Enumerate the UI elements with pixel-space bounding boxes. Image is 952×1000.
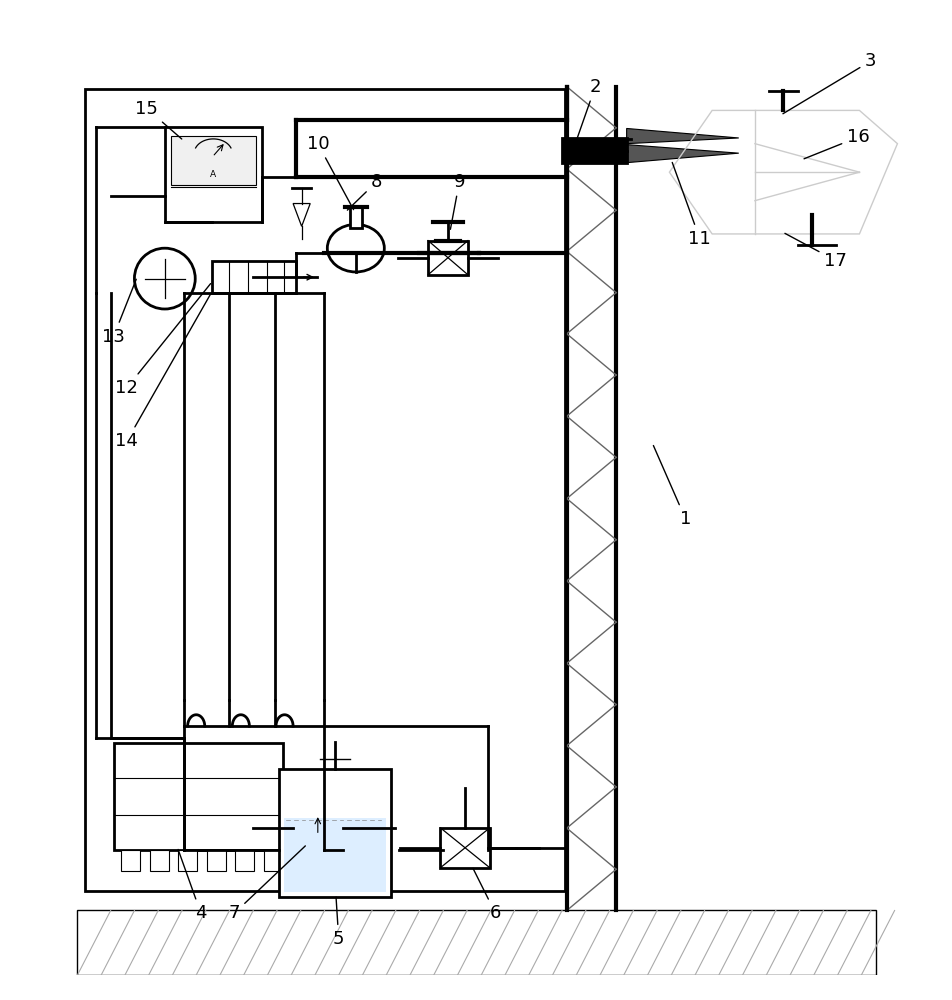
Bar xyxy=(165,127,262,222)
Bar xyxy=(85,89,565,891)
Polygon shape xyxy=(293,204,310,226)
Bar xyxy=(279,769,390,897)
Text: 4: 4 xyxy=(178,849,207,922)
Text: A: A xyxy=(210,170,216,179)
Bar xyxy=(207,850,226,871)
Text: 11: 11 xyxy=(671,162,710,248)
Bar xyxy=(264,850,283,871)
Text: 7: 7 xyxy=(228,846,305,922)
Polygon shape xyxy=(626,145,738,163)
Text: 15: 15 xyxy=(135,100,182,139)
Text: 10: 10 xyxy=(307,135,353,210)
Text: 9: 9 xyxy=(450,173,465,229)
Text: 2: 2 xyxy=(577,78,601,138)
Bar xyxy=(113,743,283,850)
Text: 13: 13 xyxy=(102,279,136,346)
Text: 6: 6 xyxy=(472,868,501,922)
Bar xyxy=(349,207,362,228)
Text: 1: 1 xyxy=(653,446,690,528)
Bar xyxy=(170,136,256,185)
Polygon shape xyxy=(626,128,738,144)
Text: 12: 12 xyxy=(115,284,210,397)
Bar xyxy=(427,241,467,275)
Text: 16: 16 xyxy=(803,128,869,159)
Bar xyxy=(212,261,296,293)
Bar xyxy=(235,850,254,871)
Text: 14: 14 xyxy=(115,293,210,450)
Bar xyxy=(178,850,197,871)
Bar xyxy=(121,850,140,871)
Text: 3: 3 xyxy=(783,52,876,114)
Bar xyxy=(562,138,626,163)
Text: 17: 17 xyxy=(784,233,846,270)
Text: 5: 5 xyxy=(332,897,344,948)
Bar xyxy=(149,850,169,871)
Bar xyxy=(77,910,875,975)
Bar xyxy=(284,818,386,892)
Text: 8: 8 xyxy=(347,173,382,210)
Bar xyxy=(440,828,489,868)
